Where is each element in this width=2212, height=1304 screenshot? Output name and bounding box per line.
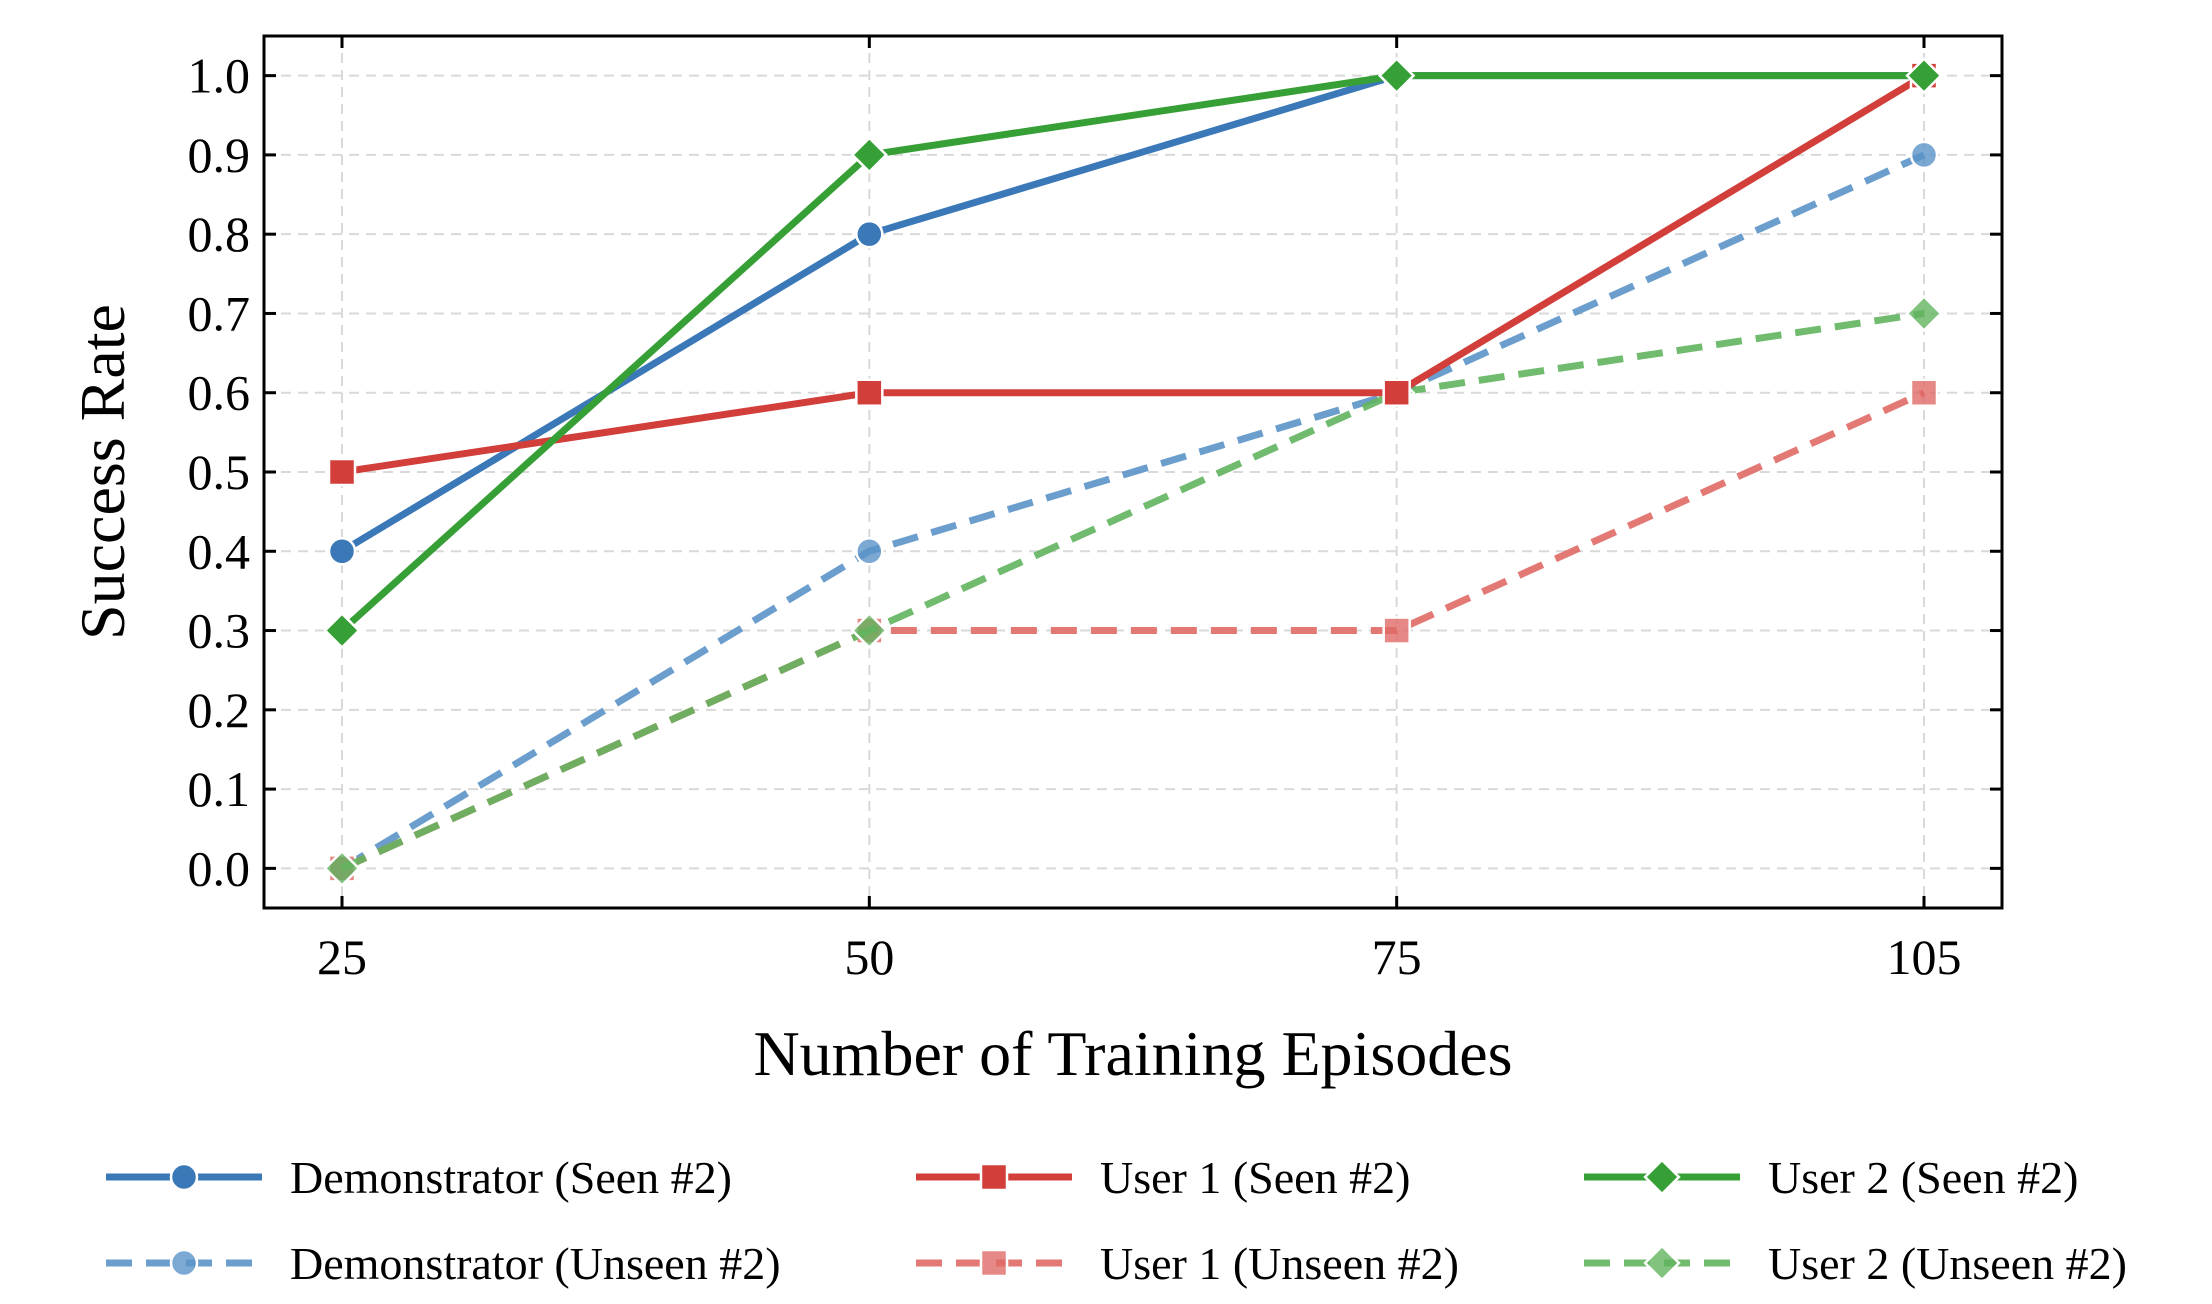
legend-marker-4 <box>979 1248 1009 1278</box>
y-tick-label: 0.2 <box>188 682 251 738</box>
series-line-2 <box>339 72 1924 634</box>
series-line-3 <box>340 151 1926 872</box>
data-point-0-1 <box>855 219 884 249</box>
legend-item-4: User 1 (Unseen #2) <box>916 1238 1459 1289</box>
y-tick-label: 0.4 <box>188 523 251 579</box>
legend-item-2: User 2 (Seen #2) <box>1584 1152 2078 1203</box>
series-3 <box>327 140 1939 883</box>
data-point-1-2 <box>1382 378 1411 407</box>
x-tick-label: 75 <box>1372 929 1422 985</box>
legend-item-5: User 2 (Unseen #2) <box>1584 1238 2127 1289</box>
axis-ticks: 0.0 0.1 0.2 0.3 0.4 0.5 0.6 0.7 0.8 0.9 1.0 25 50 75 1… <box>188 36 2002 985</box>
legend-label: User 1 (Seen #2) <box>1100 1152 1410 1203</box>
legend-marker-3 <box>169 1248 199 1278</box>
legend-label: User 2 (Seen #2) <box>1768 1152 2078 1203</box>
data-point-2-0 <box>323 611 361 650</box>
legend-item-0: Demonstrator (Seen #2) <box>106 1152 732 1203</box>
data-point-2-3 <box>1905 56 1943 95</box>
y-tick-label: 0.3 <box>188 603 251 659</box>
data-point-5-3 <box>1905 294 1943 333</box>
legend: Demonstrator (Seen #2) User 1 (Seen #2) Us… <box>106 1152 2127 1289</box>
data-point-1-0 <box>327 457 357 487</box>
legend-marker-5 <box>1643 1244 1681 1282</box>
data-point-1-1 <box>855 378 884 407</box>
legend-marker-2 <box>1643 1158 1681 1196</box>
y-tick-label: 0.8 <box>188 206 251 262</box>
x-axis-label: Number of Training Episodes <box>753 1018 1512 1089</box>
series-line-5 <box>340 309 1925 872</box>
series-2 <box>323 56 1943 650</box>
series-5 <box>323 294 1943 888</box>
legend-label: User 2 (Unseen #2) <box>1768 1238 2127 1289</box>
x-tick-label: 50 <box>844 929 894 985</box>
legend-label: User 1 (Unseen #2) <box>1100 1238 1459 1289</box>
data-point-5-0 <box>323 849 361 888</box>
y-tick-label: 0.6 <box>188 365 251 421</box>
data-point-0-0 <box>327 537 357 566</box>
y-tick-label: 0.1 <box>188 761 251 817</box>
data-point-2-1 <box>850 136 889 174</box>
legend-label: Demonstrator (Unseen #2) <box>290 1238 781 1289</box>
x-tick-label: 105 <box>1887 929 1962 985</box>
x-tick-label: 25 <box>317 929 367 985</box>
legend-marker-0 <box>169 1162 199 1192</box>
data-point-5-1 <box>850 611 889 650</box>
series-lines <box>323 56 1943 888</box>
y-tick-label: 1.0 <box>188 48 251 104</box>
data-point-4-2 <box>1382 616 1411 645</box>
legend-label: Demonstrator (Seen #2) <box>290 1152 732 1203</box>
legend-item-3: Demonstrator (Unseen #2) <box>106 1238 781 1289</box>
y-tick-label: 0.7 <box>188 285 251 341</box>
data-point-3-1 <box>855 537 884 566</box>
y-tick-label: 0.9 <box>188 127 251 183</box>
series-line-1 <box>341 72 1926 476</box>
y-tick-label: 0.0 <box>188 840 251 896</box>
legend-marker-1 <box>979 1162 1009 1192</box>
data-point-3-3 <box>1909 140 1939 170</box>
data-point-2-2 <box>1377 56 1416 95</box>
legend-item-1: User 1 (Seen #2) <box>916 1152 1410 1203</box>
y-tick-label: 0.5 <box>188 444 251 500</box>
y-axis-label: Success Rate <box>67 304 138 640</box>
data-point-4-3 <box>1909 378 1939 407</box>
